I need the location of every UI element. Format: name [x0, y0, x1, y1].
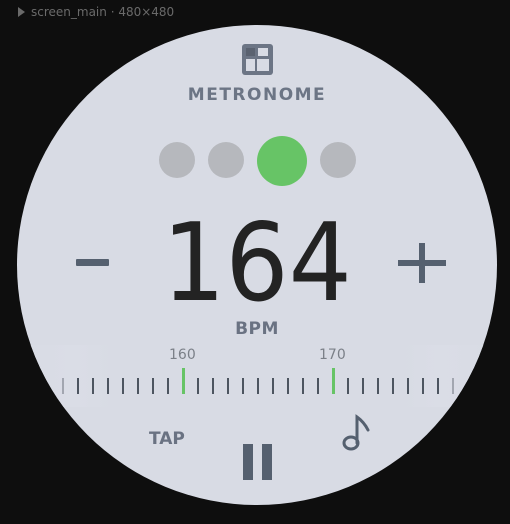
ruler-tick	[302, 378, 304, 394]
pause-button[interactable]	[243, 444, 273, 480]
ruler-tick	[122, 378, 124, 394]
window-title-text: screen_main · 480×480	[31, 5, 175, 19]
beat-indicator-4[interactable]	[320, 142, 356, 178]
ruler-tick	[242, 378, 244, 394]
music-note-icon[interactable]	[342, 414, 372, 452]
tempo-ruler[interactable]	[17, 345, 497, 407]
tap-button[interactable]: TAP	[149, 429, 185, 449]
ruler-major-tick	[182, 368, 185, 394]
pause-icon-bar-right	[262, 444, 272, 480]
bpm-unit-label: BPM	[235, 319, 279, 339]
ruler-tick	[257, 378, 259, 394]
ruler-tick	[272, 378, 274, 394]
ruler-tick	[212, 378, 214, 394]
ruler-tick	[92, 378, 94, 394]
increase-bpm-button[interactable]	[398, 243, 446, 283]
ruler-tick	[137, 378, 139, 394]
window-title: screen_main · 480×480	[18, 5, 174, 19]
ruler-tick	[152, 378, 154, 394]
ruler-tick	[407, 378, 409, 394]
ruler-tick	[197, 378, 199, 394]
bpm-value: 164	[162, 201, 352, 326]
metronome-app-icon	[242, 44, 273, 75]
ruler-tick	[317, 378, 319, 394]
ruler-major-tick	[332, 368, 335, 394]
ruler-tick	[77, 378, 79, 394]
ruler-tick	[287, 378, 289, 394]
ruler-tick	[362, 378, 364, 394]
ruler-tick	[347, 378, 349, 394]
play-icon	[18, 7, 25, 17]
beat-indicator-1[interactable]	[159, 142, 195, 178]
app-title: METRONOME	[187, 85, 327, 105]
decrease-bpm-button[interactable]	[76, 259, 109, 266]
ruler-label-160: 160	[169, 347, 196, 363]
ruler-tick	[107, 378, 109, 394]
ruler-tick	[167, 378, 169, 394]
ruler-tick	[62, 378, 64, 394]
plus-icon-v	[419, 243, 425, 283]
ruler-tick	[452, 378, 454, 394]
ruler-tick	[422, 378, 424, 394]
ruler-label-170: 170	[319, 347, 346, 363]
beat-indicator-2[interactable]	[208, 142, 244, 178]
ruler-tick	[227, 378, 229, 394]
ruler-tick	[437, 378, 439, 394]
beat-indicator-3[interactable]	[257, 136, 307, 186]
ruler-tick	[377, 378, 379, 394]
ruler-tick	[392, 378, 394, 394]
watch-screen: METRONOME 164 BPM 160 170 TAP	[17, 25, 497, 505]
pause-icon-bar-left	[243, 444, 253, 480]
